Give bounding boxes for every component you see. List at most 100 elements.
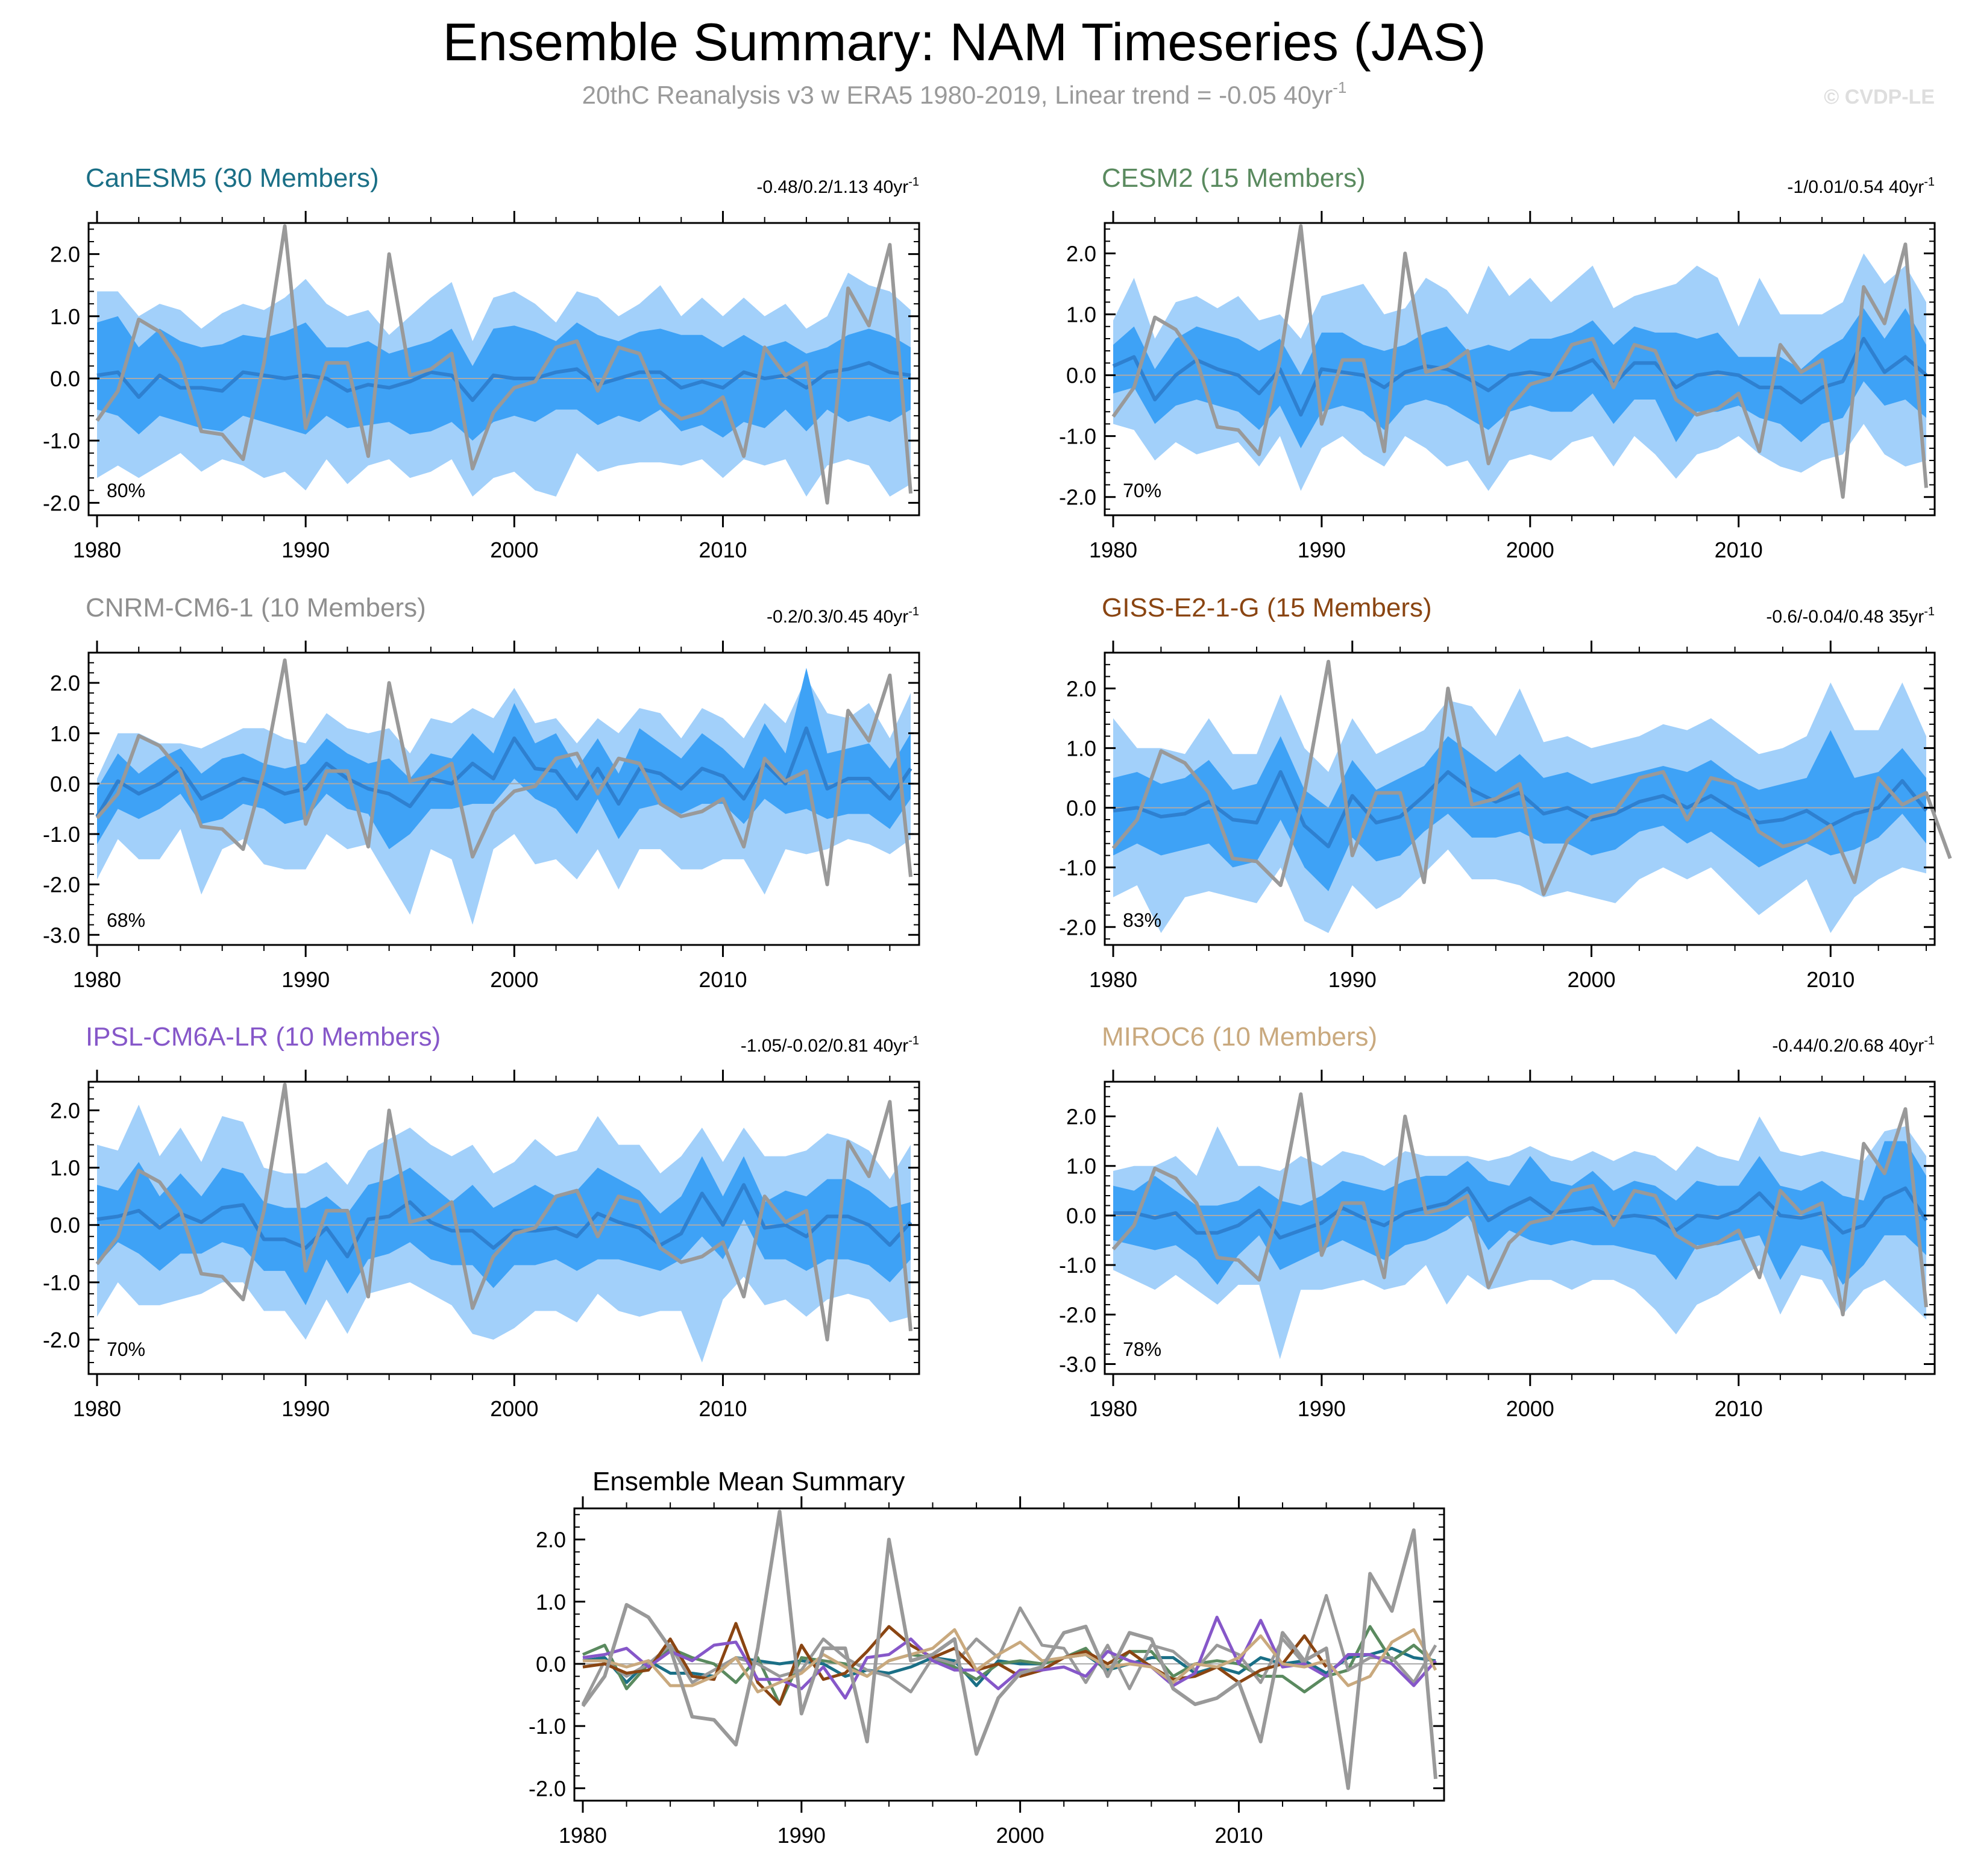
y-tick-label: 1.0 [50, 721, 80, 746]
x-tick-label: 2000 [490, 1396, 538, 1421]
x-tick-label: 1990 [281, 538, 330, 562]
y-tick-label: -2.0 [43, 491, 80, 515]
figure-title: Ensemble Summary: NAM Timeseries (JAS) [442, 12, 1486, 72]
x-tick-label: 2010 [699, 538, 747, 562]
x-tick-label: 1980 [559, 1823, 607, 1848]
y-tick-label: -2.0 [1059, 915, 1096, 940]
x-tick-label: 1980 [1089, 538, 1137, 562]
panel-cnrm-cm6-1: CNRM-CM6-1 (10 Members) -0.2/0.3/0.45 40y… [43, 593, 920, 992]
panel-title: Ensemble Mean Summary [592, 1467, 905, 1496]
inner-spread-band [1113, 730, 1926, 891]
panel-trend-value: -1.05/-0.02/0.81 40yr [741, 1036, 909, 1056]
panel-title: IPSL-CM6A-LR (10 Members) [86, 1022, 441, 1052]
y-tick-label: -1.0 [1059, 855, 1096, 880]
panel-title: CNRM-CM6-1 (10 Members) [86, 593, 426, 623]
pct-label: 83% [1123, 909, 1161, 931]
x-tick-label: 2010 [699, 967, 747, 992]
observations-line [95, 224, 912, 505]
y-tick-label: 2.0 [1066, 676, 1096, 701]
panel-trend-sup: -1 [1924, 605, 1935, 618]
pct-label: 70% [107, 1338, 145, 1360]
ensemble-mean-line [1113, 1186, 1928, 1240]
panel-trend-value: -0.48/0.2/1.13 40yr [756, 177, 908, 197]
panel-title: GISS-E2-1-G (15 Members) [1102, 593, 1432, 623]
x-tick-label: 1990 [281, 1396, 330, 1421]
x-tick-label: 2000 [490, 967, 538, 992]
panel-trend-value: -0.2/0.3/0.45 40yr [767, 607, 908, 627]
panel-canesm5: CanESM5 (30 Members) -0.48/0.2/1.13 40yr-… [43, 163, 920, 562]
x-tick-label: 2000 [1506, 1396, 1554, 1421]
pct-label: 68% [107, 909, 145, 931]
x-tick-label: 1990 [1298, 538, 1346, 562]
y-tick-label: -1.0 [1059, 1253, 1096, 1278]
y-tick-label: -1.0 [43, 428, 80, 453]
observations-line [1111, 659, 1952, 896]
y-tick-label: 1.0 [1066, 1154, 1096, 1179]
inner-spread-band [1113, 1141, 1926, 1285]
inner-spread-band [97, 1156, 911, 1305]
panel-ipsl-cm6a-lr: IPSL-CM6A-LR (10 Members) -1.05/-0.02/0.8… [43, 1022, 920, 1421]
panel-trend-sup: -1 [1924, 175, 1935, 189]
y-tick-label: 1.0 [50, 304, 80, 329]
panel-title: CanESM5 (30 Members) [86, 163, 379, 193]
x-tick-label: 2000 [996, 1823, 1044, 1848]
x-tick-label: 2000 [1506, 538, 1554, 562]
y-tick-label: -1.0 [43, 822, 80, 847]
panel-trend-value: -1/0.01/0.54 40yr [1787, 177, 1924, 197]
panel-trend: -0.44/0.2/0.68 40yr-1 [1772, 1034, 1935, 1056]
y-tick-label: -1.0 [43, 1270, 80, 1295]
x-tick-label: 1980 [1089, 1396, 1137, 1421]
x-tick-label: 1990 [281, 967, 330, 992]
panel-trend: -0.48/0.2/1.13 40yr-1 [756, 175, 919, 197]
y-tick-label: 0.0 [1066, 1203, 1096, 1228]
y-tick-label: 0.0 [1066, 363, 1096, 388]
panel-giss-e2-1-g: GISS-E2-1-G (15 Members) -0.6/-0.04/0.48 … [1059, 593, 1952, 992]
panel-trend: -1/0.01/0.54 40yr-1 [1787, 175, 1935, 197]
y-tick-label: -1.0 [529, 1714, 566, 1739]
panel-miroc6: MIROC6 (10 Members) -0.44/0.2/0.68 40yr-1… [1059, 1022, 1936, 1421]
y-tick-label: 0.0 [50, 1213, 80, 1238]
x-tick-label: 2010 [699, 1396, 747, 1421]
figure-subtitle: 20thC Reanalysis v3 w ERA5 1980-2019, Li… [582, 78, 1347, 109]
observations-line [1111, 1092, 1928, 1317]
series-line-observations [581, 1510, 1437, 1790]
panel-trend: -1.05/-0.02/0.81 40yr-1 [741, 1034, 919, 1056]
panel-trend: -0.2/0.3/0.45 40yr-1 [767, 605, 919, 627]
x-tick-label: 2010 [1806, 967, 1855, 992]
observations-line [1111, 224, 1928, 499]
observations-line [95, 658, 912, 886]
x-tick-label: 1990 [1298, 1396, 1346, 1421]
panel-trend-value: -0.6/-0.04/0.48 35yr [1766, 607, 1924, 627]
pct-label: 70% [1123, 480, 1161, 501]
x-tick-label: 1980 [73, 1396, 121, 1421]
x-tick-label: 1990 [1328, 967, 1377, 992]
y-tick-label: -2.0 [43, 873, 80, 897]
y-tick-label: 0.0 [1066, 795, 1096, 820]
y-tick-label: 0.0 [50, 771, 80, 796]
ensemble-mean-line [1113, 770, 1928, 849]
panel-trend: -0.6/-0.04/0.48 35yr-1 [1766, 605, 1935, 627]
panel-trend-sup: -1 [908, 605, 919, 618]
panel-trend-sup: -1 [908, 175, 919, 189]
pct-label: 80% [107, 480, 145, 501]
y-tick-label: -1.0 [1059, 424, 1096, 449]
credit-watermark: © CVDP-LE [1824, 86, 1935, 108]
y-tick-label: 0.0 [50, 366, 80, 391]
x-tick-label: 2010 [1715, 1396, 1763, 1421]
series-line-miroc6 [583, 1628, 1437, 1693]
panel-title: MIROC6 (10 Members) [1102, 1022, 1377, 1052]
series-line-cesm2 [582, 1625, 1437, 1706]
inner-spread-band [1113, 308, 1926, 448]
x-tick-label: 1990 [777, 1823, 826, 1848]
panel-cesm2: CESM2 (15 Members) -1/0.01/0.54 40yr-1 70%… [1059, 163, 1936, 562]
y-tick-label: -2.0 [1059, 1302, 1096, 1327]
y-tick-label: 2.0 [536, 1528, 566, 1552]
y-tick-label: 0.0 [536, 1652, 566, 1677]
y-tick-label: 1.0 [1066, 736, 1096, 761]
y-tick-label: 1.0 [536, 1590, 566, 1614]
ensemble-mean-line [96, 361, 911, 403]
panel-ensemble-mean-summary: Ensemble Mean Summary 2.0 1.0 0.0 -1.0 -2.0 19… [529, 1467, 1445, 1848]
y-tick-label: 1.0 [50, 1156, 80, 1181]
observations-line [95, 1082, 912, 1341]
